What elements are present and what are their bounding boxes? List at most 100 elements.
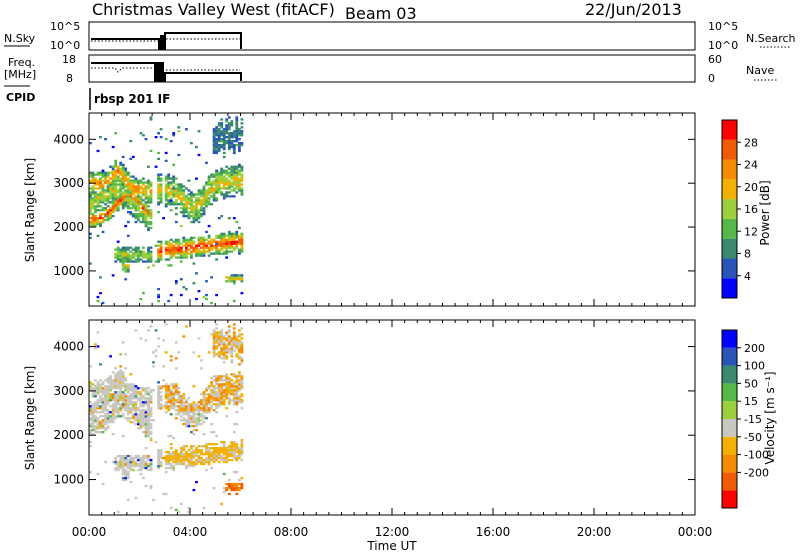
velocity-cell	[207, 409, 211, 412]
power-cell	[238, 163, 241, 166]
power-cell	[164, 151, 168, 155]
velocity-cell	[144, 435, 148, 438]
power-cell	[94, 173, 97, 176]
velocity-cell	[104, 387, 107, 390]
velocity-cell	[89, 385, 92, 388]
power-cell	[215, 126, 218, 129]
velocity-cell	[91, 393, 95, 396]
velocity-cell	[200, 393, 203, 396]
velocity-cell	[187, 458, 191, 462]
velocity-cell	[126, 385, 130, 388]
power-cell	[104, 138, 107, 141]
velocity-cell	[144, 339, 148, 342]
velocity-cell	[225, 486, 229, 490]
power-cell	[225, 181, 229, 184]
power-cell	[116, 165, 120, 168]
velocity-cell	[179, 451, 183, 454]
power-cell	[215, 191, 218, 194]
velocity-colorbar-swatch-1	[722, 472, 737, 491]
power-cell	[106, 209, 110, 212]
velocity-cell	[210, 451, 213, 454]
power-cell	[147, 205, 150, 208]
power-cell	[144, 181, 148, 184]
velocity-cell	[172, 451, 176, 454]
velocity-cell	[106, 399, 110, 402]
power-cell	[227, 138, 231, 141]
power-cell	[124, 258, 128, 261]
power-cell	[227, 242, 231, 245]
power-cell	[197, 203, 201, 206]
power-cell	[89, 211, 92, 214]
power-cell	[205, 193, 208, 196]
power-cell	[91, 191, 95, 194]
power-cell	[111, 191, 115, 194]
velocity-cell	[205, 458, 208, 462]
power-cell	[238, 177, 241, 180]
velocity-cell	[192, 488, 196, 492]
velocity-cell	[210, 466, 213, 470]
power-cell	[172, 191, 176, 194]
power-cell	[89, 217, 92, 220]
velocity-cell	[169, 456, 173, 460]
power-cell	[91, 193, 95, 196]
velocity-cell	[197, 454, 201, 458]
power-cell	[202, 295, 206, 299]
power-cell	[232, 248, 236, 251]
power-cell	[179, 248, 183, 251]
velocity-cell	[225, 456, 229, 460]
power-cell	[225, 246, 229, 249]
power-cell	[137, 183, 140, 186]
velocity-cell	[89, 365, 92, 368]
velocity-cell	[106, 419, 110, 422]
velocity-cell	[121, 462, 125, 466]
velocity-cell	[147, 411, 150, 414]
power-cell	[235, 167, 239, 170]
velocity-cell	[197, 411, 201, 414]
velocity-cell	[134, 395, 138, 398]
power-cell	[94, 220, 97, 224]
velocity-cell	[222, 361, 226, 364]
velocity-cell	[230, 458, 234, 462]
velocity-colorbar-label: Velocity [m s⁻¹]	[763, 371, 777, 464]
velocity-cell	[202, 397, 206, 400]
power-cell	[144, 138, 148, 141]
power-cell	[230, 195, 234, 198]
power-cell	[222, 147, 226, 151]
power-cell	[220, 191, 224, 194]
velocity-cell	[94, 431, 97, 434]
velocity-cell	[225, 355, 229, 358]
velocity-cell	[124, 405, 128, 408]
power-cell	[227, 179, 231, 182]
power-cell	[119, 197, 123, 200]
velocity-cell	[169, 395, 173, 398]
velocity-cell	[230, 486, 234, 490]
power-cell	[235, 132, 239, 135]
velocity-cell	[238, 343, 241, 346]
power-cell	[109, 189, 112, 192]
power-cell	[124, 270, 128, 273]
power-cell	[182, 213, 186, 216]
power-cell	[121, 199, 125, 202]
power-cell	[121, 185, 125, 188]
power-cell	[91, 220, 95, 224]
power-cell	[134, 252, 138, 255]
power-cell	[149, 254, 153, 257]
power-cell	[197, 220, 201, 224]
power-cell	[238, 242, 241, 245]
velocity-cell	[215, 341, 218, 344]
velocity-cell	[172, 395, 176, 398]
velocity-cell	[172, 437, 176, 440]
velocity-cell	[227, 486, 231, 490]
velocity-cell	[202, 393, 206, 396]
power-cell	[101, 189, 105, 192]
velocity-cell	[207, 460, 211, 464]
velocity-cell	[200, 419, 203, 422]
power-cell	[190, 193, 193, 196]
power-cell	[177, 250, 181, 253]
power-cell	[212, 147, 216, 151]
velocity-cell	[232, 454, 236, 458]
power-cell	[182, 203, 186, 206]
power-cell	[179, 242, 183, 245]
velocity-cell	[134, 385, 138, 388]
power-cell	[195, 209, 198, 212]
